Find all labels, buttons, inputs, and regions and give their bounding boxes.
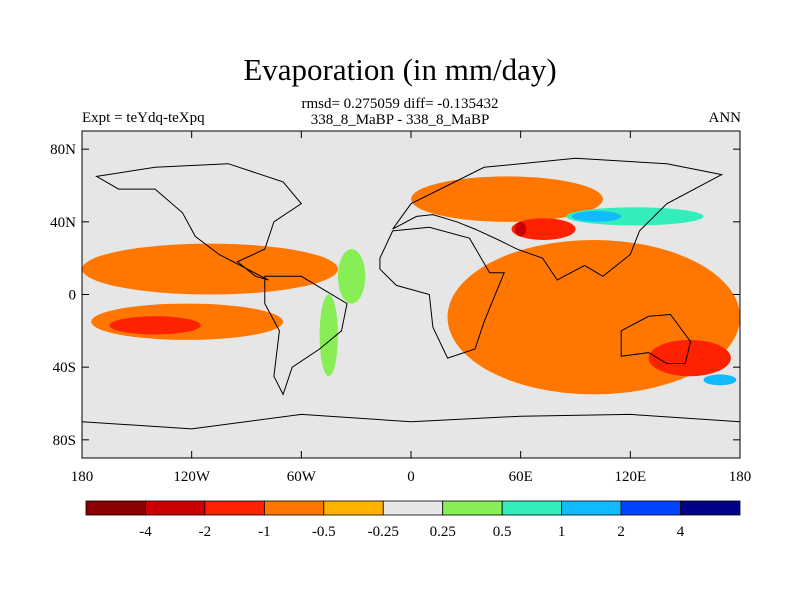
contour-region-asia-hotspot [515, 221, 527, 237]
colorbar-swatch [561, 500, 622, 516]
contour-region-south-pacific-core [109, 316, 201, 335]
colorbar-label: -0.25 [368, 524, 399, 540]
contour-fields [82, 176, 740, 395]
chart-statistics: rmsd= 0.275059 diff= -0.135432 338_8_MaB… [0, 96, 800, 128]
contour-region-asia-core [511, 218, 576, 241]
colorbar-label: -2 [199, 524, 212, 540]
contour-region-north-asia-ribbon [566, 207, 704, 226]
plot-background [82, 131, 740, 458]
colorbar-label: 2 [617, 524, 625, 540]
colorbar-label: 0.5 [493, 524, 512, 540]
colorbar-swatch [85, 500, 146, 516]
y-tick-label: 40S [53, 360, 76, 376]
x-tick-label: 60W [287, 469, 317, 485]
continent-outlines [82, 157, 740, 458]
chart-title: Evaporation (in mm/day) [243, 52, 557, 87]
contour-region-south-america-east-coast [319, 294, 338, 377]
x-tick-label: 120W [173, 469, 211, 485]
colorbar-label: -0.5 [312, 524, 336, 540]
colorbar-swatch [382, 500, 444, 516]
x-tick-label: 0 [407, 469, 415, 485]
contour-region-southwest-pacific-core [648, 339, 731, 377]
contour-region-north-eurasia-band [411, 176, 603, 222]
outline-antarctica [82, 413, 740, 458]
contour-region-southwest-pacific-edge [703, 374, 737, 386]
experiment-label: Expt = teYdq-teXpq [82, 110, 205, 126]
outline-europe-asia [392, 157, 724, 281]
colorbar-swatch [620, 500, 681, 516]
plot-frame [81, 130, 741, 459]
outline-south-america [264, 275, 348, 396]
stats-line: rmsd= 0.275059 diff= -0.135432 [301, 96, 499, 112]
contour-region-north-asia-core [571, 210, 622, 222]
contour-region-north-pacific-tropical-band [82, 243, 338, 295]
colorbar-label: 0.25 [430, 524, 456, 540]
y-tick-label: 0 [69, 288, 77, 304]
colorbar: -4 -2 -1 -0.5 -0.25 0.25 0.5 1 2 4 [85, 500, 741, 540]
colorbar-swatch [323, 500, 384, 516]
x-tick-label: 60E [509, 469, 533, 485]
x-tick-label: 120E [614, 469, 646, 485]
colorbar-label: -4 [139, 524, 152, 540]
axes: 180 120W 60W 0 60E 120E 180 80N 40N 0 40S 80S [50, 131, 751, 485]
colorbar-swatch [680, 500, 741, 516]
outline-north-america [95, 163, 303, 281]
x-tick-label: 180 [71, 469, 94, 485]
subtitle-center: 338_8_MaBP - 338_8_MaBP [310, 112, 490, 128]
contour-region-indian-ocean-asia-band [447, 240, 740, 395]
y-tick-label: 40N [50, 215, 76, 231]
y-tick-label: 80S [53, 433, 76, 449]
colorbar-swatch [145, 500, 206, 516]
colorbar-swatch [204, 500, 265, 516]
colorbar-swatch [442, 500, 503, 516]
outline-australia [620, 313, 692, 364]
colorbar-label: 1 [558, 524, 566, 540]
y-tick-label: 80N [50, 142, 76, 158]
contour-region-atlantic-patch [337, 249, 366, 304]
colorbar-label: 4 [677, 524, 685, 540]
x-tick-label: 180 [729, 469, 752, 485]
contour-region-south-pacific-band [91, 303, 284, 340]
season-label: ANN [708, 110, 742, 126]
colorbar-label: -1 [258, 524, 271, 540]
colorbar-swatch [501, 500, 563, 516]
colorbar-swatch [263, 500, 325, 516]
outline-africa [379, 226, 505, 359]
